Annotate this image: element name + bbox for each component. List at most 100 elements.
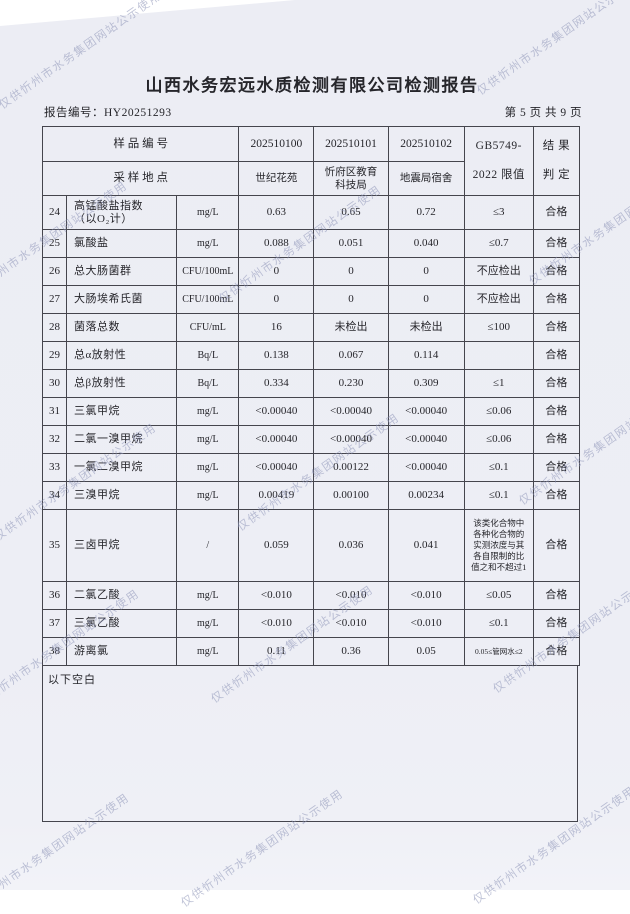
row-number-cell: 30 (41, 369, 68, 398)
result-cell: 合格 (532, 341, 581, 370)
location-3: 地震局宿舍 (387, 161, 465, 196)
value-cell: 0.334 (238, 369, 315, 398)
parameter-cell: 三溴甲烷 (66, 481, 178, 510)
value-cell: <0.00040 (387, 453, 465, 482)
row-number-cell: 29 (41, 341, 68, 370)
value-cell: 0.088 (238, 229, 315, 258)
unit-cell: CFU/mL (176, 313, 240, 342)
value-cell: <0.010 (387, 581, 465, 610)
results-table: 样 品 编 号 202510100 202510101 202510102 GB… (41, 126, 581, 666)
sample-id-2: 202510101 (313, 126, 389, 162)
unit-cell: / (176, 509, 240, 582)
unit-cell: mg/L (176, 481, 240, 510)
value-cell: <0.00040 (238, 425, 315, 454)
limit-cell: 不应检出 (463, 257, 534, 286)
table-row: 32 二氯一溴甲烷 mg/L <0.00040 <0.00040 <0.00040 ≤0.0… (41, 425, 581, 454)
results-body: 24 高锰酸盐指数 （以O₂计） mg/L 0.63 0.65 0.72 ≤3 合格 25 氯酸盐… (41, 195, 581, 666)
parameter-cell: 总大肠菌群 (66, 257, 178, 286)
parameter-cell: 大肠埃希氏菌 (66, 285, 178, 314)
row-number-cell: 27 (41, 285, 68, 314)
blank-note: 以下空白 (48, 674, 96, 686)
value-cell: 0 (387, 285, 465, 314)
table-row: 35 三卤甲烷/0.059 0.036 0.041 该类化合物中各种化合物的实测浓度与其… (41, 509, 581, 582)
report-number-value: HY20251293 (104, 107, 172, 119)
results-table-wrap: 样 品 编 号 202510100 202510101 202510102 GB… (41, 126, 582, 822)
limit-cell: ≤3 (463, 195, 534, 230)
limit-cell: ≤0.1 (463, 609, 534, 638)
unit-cell: mg/L (176, 397, 240, 426)
report-title: 山西水务宏远水质检测有限公司检测报告 (145, 76, 479, 95)
value-cell: 0 (238, 285, 315, 314)
unit-cell: CFU/100mL (176, 257, 240, 286)
limit-cell (463, 341, 534, 370)
header-row-sample-ids: 样 品 编 号 202510100 202510101 202510102 GB… (41, 126, 581, 196)
value-cell: 0.00100 (313, 481, 389, 510)
value-cell: 未检出 (313, 313, 389, 342)
value-cell: 0.230 (313, 369, 389, 398)
report-meta: 报告编号：HY20251293 第 5 页 共 9 页 (44, 104, 582, 120)
value-cell: 0 (238, 257, 315, 286)
location-header: 采 样 地 点 (41, 161, 240, 196)
table-row: 24 高锰酸盐指数 （以O₂计） mg/L 0.63 0.65 0.72 ≤3 合格 (41, 195, 581, 230)
limit-cell: ≤100 (463, 313, 534, 342)
value-cell: 0.114 (387, 341, 465, 370)
location-1: 世纪花苑 (238, 161, 315, 196)
row-number-cell: 34 (41, 481, 68, 510)
result-cell: 合格 (532, 637, 581, 666)
table-row: 25 氯酸盐 mg/L 0.088 0.051 0.040 ≤0.7 合格 (41, 229, 581, 258)
row-number-cell: 25 (41, 229, 68, 258)
row-number-cell: 38 (41, 637, 68, 666)
result-cell: 合格 (532, 581, 581, 610)
table-row: 34 三溴甲烷 mg/L 0.00419 0.00100 0.00234 ≤0.1 合格 (41, 481, 581, 510)
limit-cell: 不应检出 (463, 285, 534, 314)
limit-cell: ≤1 (463, 369, 534, 398)
value-cell: 0.067 (313, 341, 389, 370)
result-cell: 合格 (532, 285, 581, 314)
value-cell: <0.010 (238, 581, 315, 610)
table-row: 27 大肠埃希氏菌 CFU/100mL 0 0 0 不应检出 合格 (41, 285, 581, 314)
limit-cell: ≤0.06 (463, 425, 534, 454)
result-cell: 合格 (532, 509, 581, 582)
value-cell: 0 (387, 257, 465, 286)
value-cell: 16 (238, 313, 315, 342)
limit-cell: ≤0.05 (463, 581, 534, 610)
limit-cell: ≤0.06 (463, 397, 534, 426)
value-cell: 0.11 (238, 637, 315, 666)
page-indicator: 第 5 页 共 9 页 (504, 107, 582, 119)
table-row: 36 二氯乙酸 mg/L <0.010 <0.010 <0.010 ≤0.05 合格 (41, 581, 581, 610)
value-cell: <0.010 (238, 609, 315, 638)
row-number-cell: 32 (41, 425, 68, 454)
table-row: 28 菌落总数 CFU/mL 16 未检出 未检出 ≤100 合格 (41, 313, 581, 342)
unit-cell: mg/L (176, 581, 240, 610)
table-row: 30 总β放射性 Bq/L 0.334 0.230 0.309 ≤1 合格 (41, 369, 581, 398)
sample-id-3: 202510102 (387, 126, 465, 162)
value-cell: 未检出 (387, 313, 465, 342)
value-cell: <0.00040 (387, 425, 465, 454)
result-cell: 合格 (532, 313, 581, 342)
limit-column-header: GB5749- 2022 限值 (463, 126, 534, 196)
value-cell: <0.00040 (387, 397, 465, 426)
report-number: 报告编号：HY20251293 (44, 104, 172, 120)
value-cell: <0.00040 (238, 453, 315, 482)
location-2: 忻府区教育 科技局 (313, 161, 389, 196)
row-number-cell: 28 (41, 313, 68, 342)
value-cell: 0.036 (313, 509, 389, 582)
value-cell: <0.00040 (313, 425, 389, 454)
table-row: 26 总大肠菌群 CFU/100mL 0 0 0 不应检出 合格 (41, 257, 581, 286)
limit-cell: 该类化合物中各种化合物的实测浓度与其各自限制的比值之和不超过1 (463, 509, 534, 582)
value-cell: <0.00040 (238, 397, 315, 426)
unit-cell: mg/L (176, 195, 240, 230)
parameter-cell: 菌落总数 (66, 313, 178, 342)
value-cell: 0.36 (313, 637, 389, 666)
limit-cell: ≤0.1 (463, 481, 534, 510)
value-cell: <0.010 (313, 609, 389, 638)
scan-corner-wedge (0, 0, 295, 26)
value-cell: 0.059 (238, 509, 315, 582)
result-cell: 合格 (532, 369, 581, 398)
value-cell: 0.051 (313, 229, 389, 258)
table-row: 37 三氯乙酸 mg/L <0.010 <0.010 <0.010 ≤0.1 合格 (41, 609, 581, 638)
value-cell: 0.00419 (238, 481, 315, 510)
unit-cell: mg/L (176, 609, 240, 638)
header-row-locations: 采 样 地 点 世纪花苑 忻府区教育 科技局 地震局宿舍 (41, 161, 580, 196)
value-cell: <0.00040 (313, 397, 389, 426)
